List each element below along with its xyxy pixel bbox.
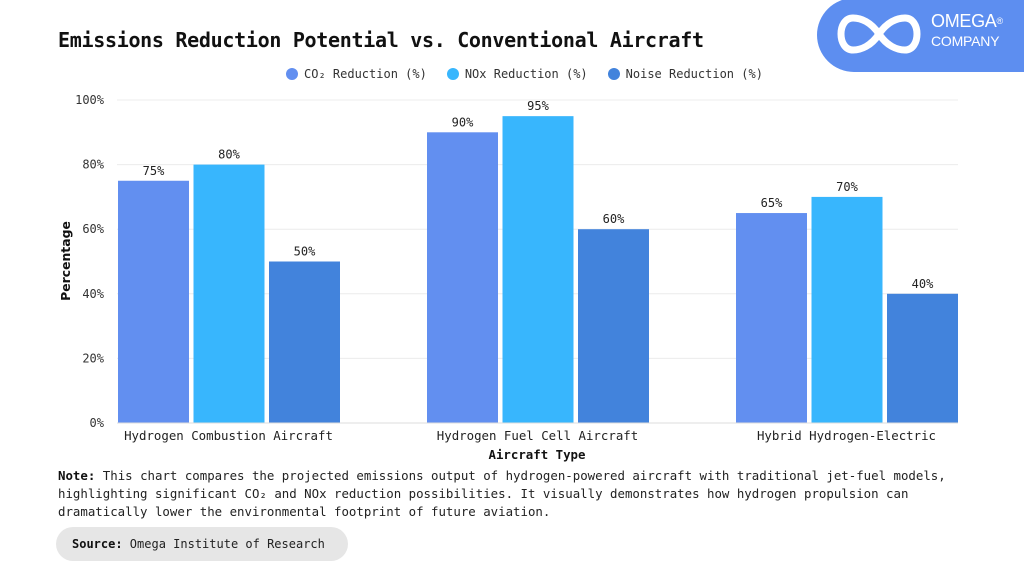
source-label: Source: <box>72 537 123 551</box>
registered-mark: ® <box>996 16 1004 26</box>
value-labels: 75% 80% 50% 90% 95% 60% 65% 70% 40% <box>143 99 934 291</box>
bar[interactable] <box>118 180 189 423</box>
value-label: 95% <box>527 99 549 113</box>
legend-item-noise[interactable]: Noise Reduction (%) <box>607 67 763 81</box>
bar[interactable] <box>887 293 958 423</box>
legend-item-co2[interactable]: CO₂ Reduction (%) <box>286 67 427 81</box>
note-text: This chart compares the projected emissi… <box>58 468 946 519</box>
x-tick-label: Hydrogen Combustion Aircraft <box>124 428 333 443</box>
legend-item-nox[interactable]: NOx Reduction (%) <box>446 67 588 81</box>
y-tick-label: 60% <box>82 222 104 236</box>
bar[interactable] <box>578 229 649 423</box>
legend-swatch-nox <box>446 68 459 80</box>
value-label: 80% <box>218 148 240 162</box>
note-label: Note: <box>58 468 96 483</box>
source-badge: Source: Omega Institute of Research <box>56 527 348 561</box>
y-tick-label: 40% <box>82 287 104 301</box>
value-label: 65% <box>761 196 783 210</box>
logo-subtitle: COMPANY <box>931 33 1000 49</box>
legend-swatch-noise <box>607 68 620 80</box>
value-label: 60% <box>603 212 625 226</box>
company-logo: OMEGA® COMPANY <box>817 0 1024 72</box>
bars <box>118 116 958 424</box>
logo-brand: OMEGA® <box>931 12 1003 30</box>
value-label: 90% <box>452 115 474 129</box>
y-tick-label: 0% <box>90 416 105 430</box>
bar[interactable] <box>811 196 883 423</box>
source-text: Omega Institute of Research <box>122 537 325 551</box>
y-axis-title: Percentage <box>58 221 73 301</box>
value-label: 75% <box>143 164 165 178</box>
value-label: 50% <box>294 245 316 259</box>
x-tick-label: Hydrogen Fuel Cell Aircraft <box>437 428 638 443</box>
y-axis-ticks: 0% 20% 40% 60% 80% 100% <box>75 93 105 430</box>
x-tick-label: Hybrid Hydrogen-Electric <box>757 428 936 443</box>
legend-label-noise: Noise Reduction (%) <box>625 67 763 81</box>
y-tick-label: 80% <box>82 158 104 172</box>
y-tick-label: 100% <box>75 93 105 107</box>
chart-note: Note: This chart compares the projected … <box>58 467 978 521</box>
logo-brand-text: OMEGA <box>931 11 997 31</box>
infinity-icon <box>837 14 921 54</box>
x-axis-ticks: Hydrogen Combustion Aircraft Hydrogen Fue… <box>124 428 936 443</box>
x-axis-title: Aircraft Type <box>489 447 586 462</box>
y-tick-label: 20% <box>82 351 104 365</box>
legend-label-nox: NOx Reduction (%) <box>464 67 588 81</box>
bar[interactable] <box>193 164 265 423</box>
value-label: 70% <box>836 180 858 194</box>
legend-swatch-co2 <box>286 68 298 80</box>
value-label: 40% <box>912 277 934 291</box>
chart-title: Emissions Reduction Potential vs. Conven… <box>58 28 704 52</box>
bar[interactable] <box>502 116 574 424</box>
chart-legend: CO₂ Reduction (%) NOx Reduction (%) Nois… <box>286 67 763 81</box>
bar[interactable] <box>269 261 340 424</box>
legend-label-co2: CO₂ Reduction (%) <box>304 67 427 81</box>
bar[interactable] <box>736 213 807 423</box>
bar[interactable] <box>427 132 498 424</box>
